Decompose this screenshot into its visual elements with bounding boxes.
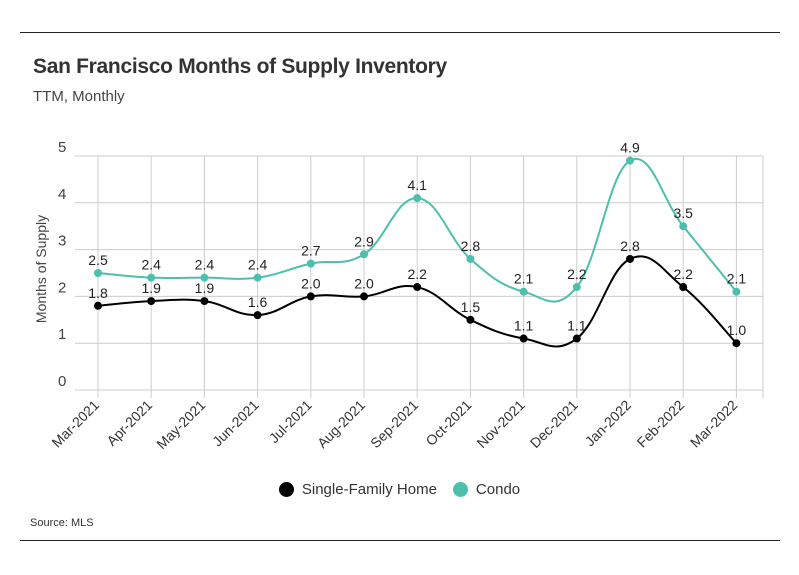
data-label-single-family: 1.1 xyxy=(514,318,534,334)
data-point-condo xyxy=(626,156,634,165)
x-tick-label: Feb-2022 xyxy=(634,397,688,451)
x-tick-label: Oct-2021 xyxy=(422,397,474,449)
x-tick-label: May-2021 xyxy=(153,397,208,452)
top-rule xyxy=(20,32,780,33)
data-label-condo: 2.1 xyxy=(727,271,747,287)
x-tick-label: Apr-2021 xyxy=(103,397,155,449)
x-tick-label: Sep-2021 xyxy=(367,397,421,451)
data-label-single-family: 1.0 xyxy=(727,322,747,338)
legend-label-condo: Condo xyxy=(475,481,521,498)
x-tick-label: Mar-2021 xyxy=(48,397,102,451)
data-point-single-family xyxy=(147,297,156,306)
x-tick-label: Aug-2021 xyxy=(314,397,368,451)
x-tick-label: Jan-2022 xyxy=(582,397,635,450)
data-point-condo xyxy=(732,287,741,296)
data-label-single-family: 1.9 xyxy=(195,280,215,296)
data-point-condo xyxy=(466,254,475,263)
data-label-condo: 2.5 xyxy=(88,252,108,268)
data-point-single-family xyxy=(732,339,741,348)
data-point-single-family xyxy=(306,292,315,301)
data-point-single-family xyxy=(413,283,422,292)
data-label-condo: 2.1 xyxy=(514,271,534,287)
data-label-condo: 2.4 xyxy=(195,257,215,273)
data-label-condo: 2.4 xyxy=(248,257,268,273)
data-point-condo xyxy=(519,287,528,296)
data-point-condo xyxy=(94,269,102,277)
legend: Single-Family Home Condo xyxy=(0,481,799,498)
series-line-condo xyxy=(97,157,738,303)
data-label-single-family: 1.8 xyxy=(88,285,108,301)
data-label-condo: 2.4 xyxy=(141,257,161,273)
data-label-condo: 2.9 xyxy=(354,233,374,249)
x-tick-label: Jun-2021 xyxy=(209,397,262,450)
x-tick-label: Dec-2021 xyxy=(527,397,581,451)
data-label-condo: 4.9 xyxy=(620,140,640,156)
y-tick-label: 0 xyxy=(58,373,66,390)
data-point-single-family xyxy=(679,283,688,292)
data-point-condo xyxy=(413,194,422,203)
data-point-condo xyxy=(360,250,368,259)
legend-item-single-family[interactable]: Single-Family Home xyxy=(278,481,437,498)
data-point-single-family xyxy=(253,311,262,320)
data-label-single-family: 1.6 xyxy=(248,294,268,310)
legend-marker-single-family xyxy=(278,482,294,497)
data-label-single-family: 2.2 xyxy=(673,266,693,282)
data-point-condo xyxy=(679,222,688,231)
data-label-single-family: 2.0 xyxy=(301,275,321,291)
data-point-condo xyxy=(147,273,156,282)
x-tick-label: Nov-2021 xyxy=(473,397,527,451)
data-label-condo: 2.7 xyxy=(301,243,321,259)
data-point-single-family xyxy=(200,297,209,306)
chart-subtitle: TTM, Monthly xyxy=(33,88,125,105)
data-label-condo: 2.8 xyxy=(461,238,481,254)
data-label-single-family: 1.1 xyxy=(567,318,587,334)
y-tick-label: 5 xyxy=(58,139,66,156)
data-point-condo xyxy=(253,273,262,282)
data-label-single-family: 2.2 xyxy=(407,266,427,282)
data-label-single-family: 1.9 xyxy=(141,280,161,296)
y-tick-label: 3 xyxy=(58,233,66,250)
legend-label-single-family: Single-Family Home xyxy=(301,481,437,498)
data-point-single-family xyxy=(572,334,581,343)
data-point-single-family xyxy=(466,315,475,324)
bottom-rule xyxy=(20,540,780,541)
legend-marker-condo xyxy=(452,482,468,497)
y-tick-label: 1 xyxy=(58,326,66,343)
y-tick-label: 2 xyxy=(58,279,66,296)
chart-title: San Francisco Months of Supply Inventory xyxy=(33,55,447,78)
source-note: Source: MLS xyxy=(30,517,94,529)
data-point-condo xyxy=(572,283,581,292)
data-point-single-family xyxy=(626,254,634,263)
data-label-single-family: 2.0 xyxy=(354,275,374,291)
data-label-single-family: 1.5 xyxy=(461,299,481,315)
data-label-condo: 2.2 xyxy=(567,266,587,282)
y-tick-label: 4 xyxy=(58,186,66,203)
y-axis-label: Months of Supply xyxy=(33,215,49,323)
data-point-single-family xyxy=(360,292,368,301)
data-point-single-family xyxy=(519,334,528,343)
legend-item-condo[interactable]: Condo xyxy=(452,481,521,498)
x-tick-label: Jul-2021 xyxy=(266,397,315,446)
data-label-single-family: 2.8 xyxy=(620,238,640,254)
data-label-condo: 3.5 xyxy=(673,205,693,221)
data-point-condo xyxy=(200,273,209,282)
data-point-single-family xyxy=(94,301,102,310)
data-label-condo: 4.1 xyxy=(407,177,427,193)
x-tick-label: Mar-2022 xyxy=(687,397,741,451)
data-point-condo xyxy=(306,259,315,268)
